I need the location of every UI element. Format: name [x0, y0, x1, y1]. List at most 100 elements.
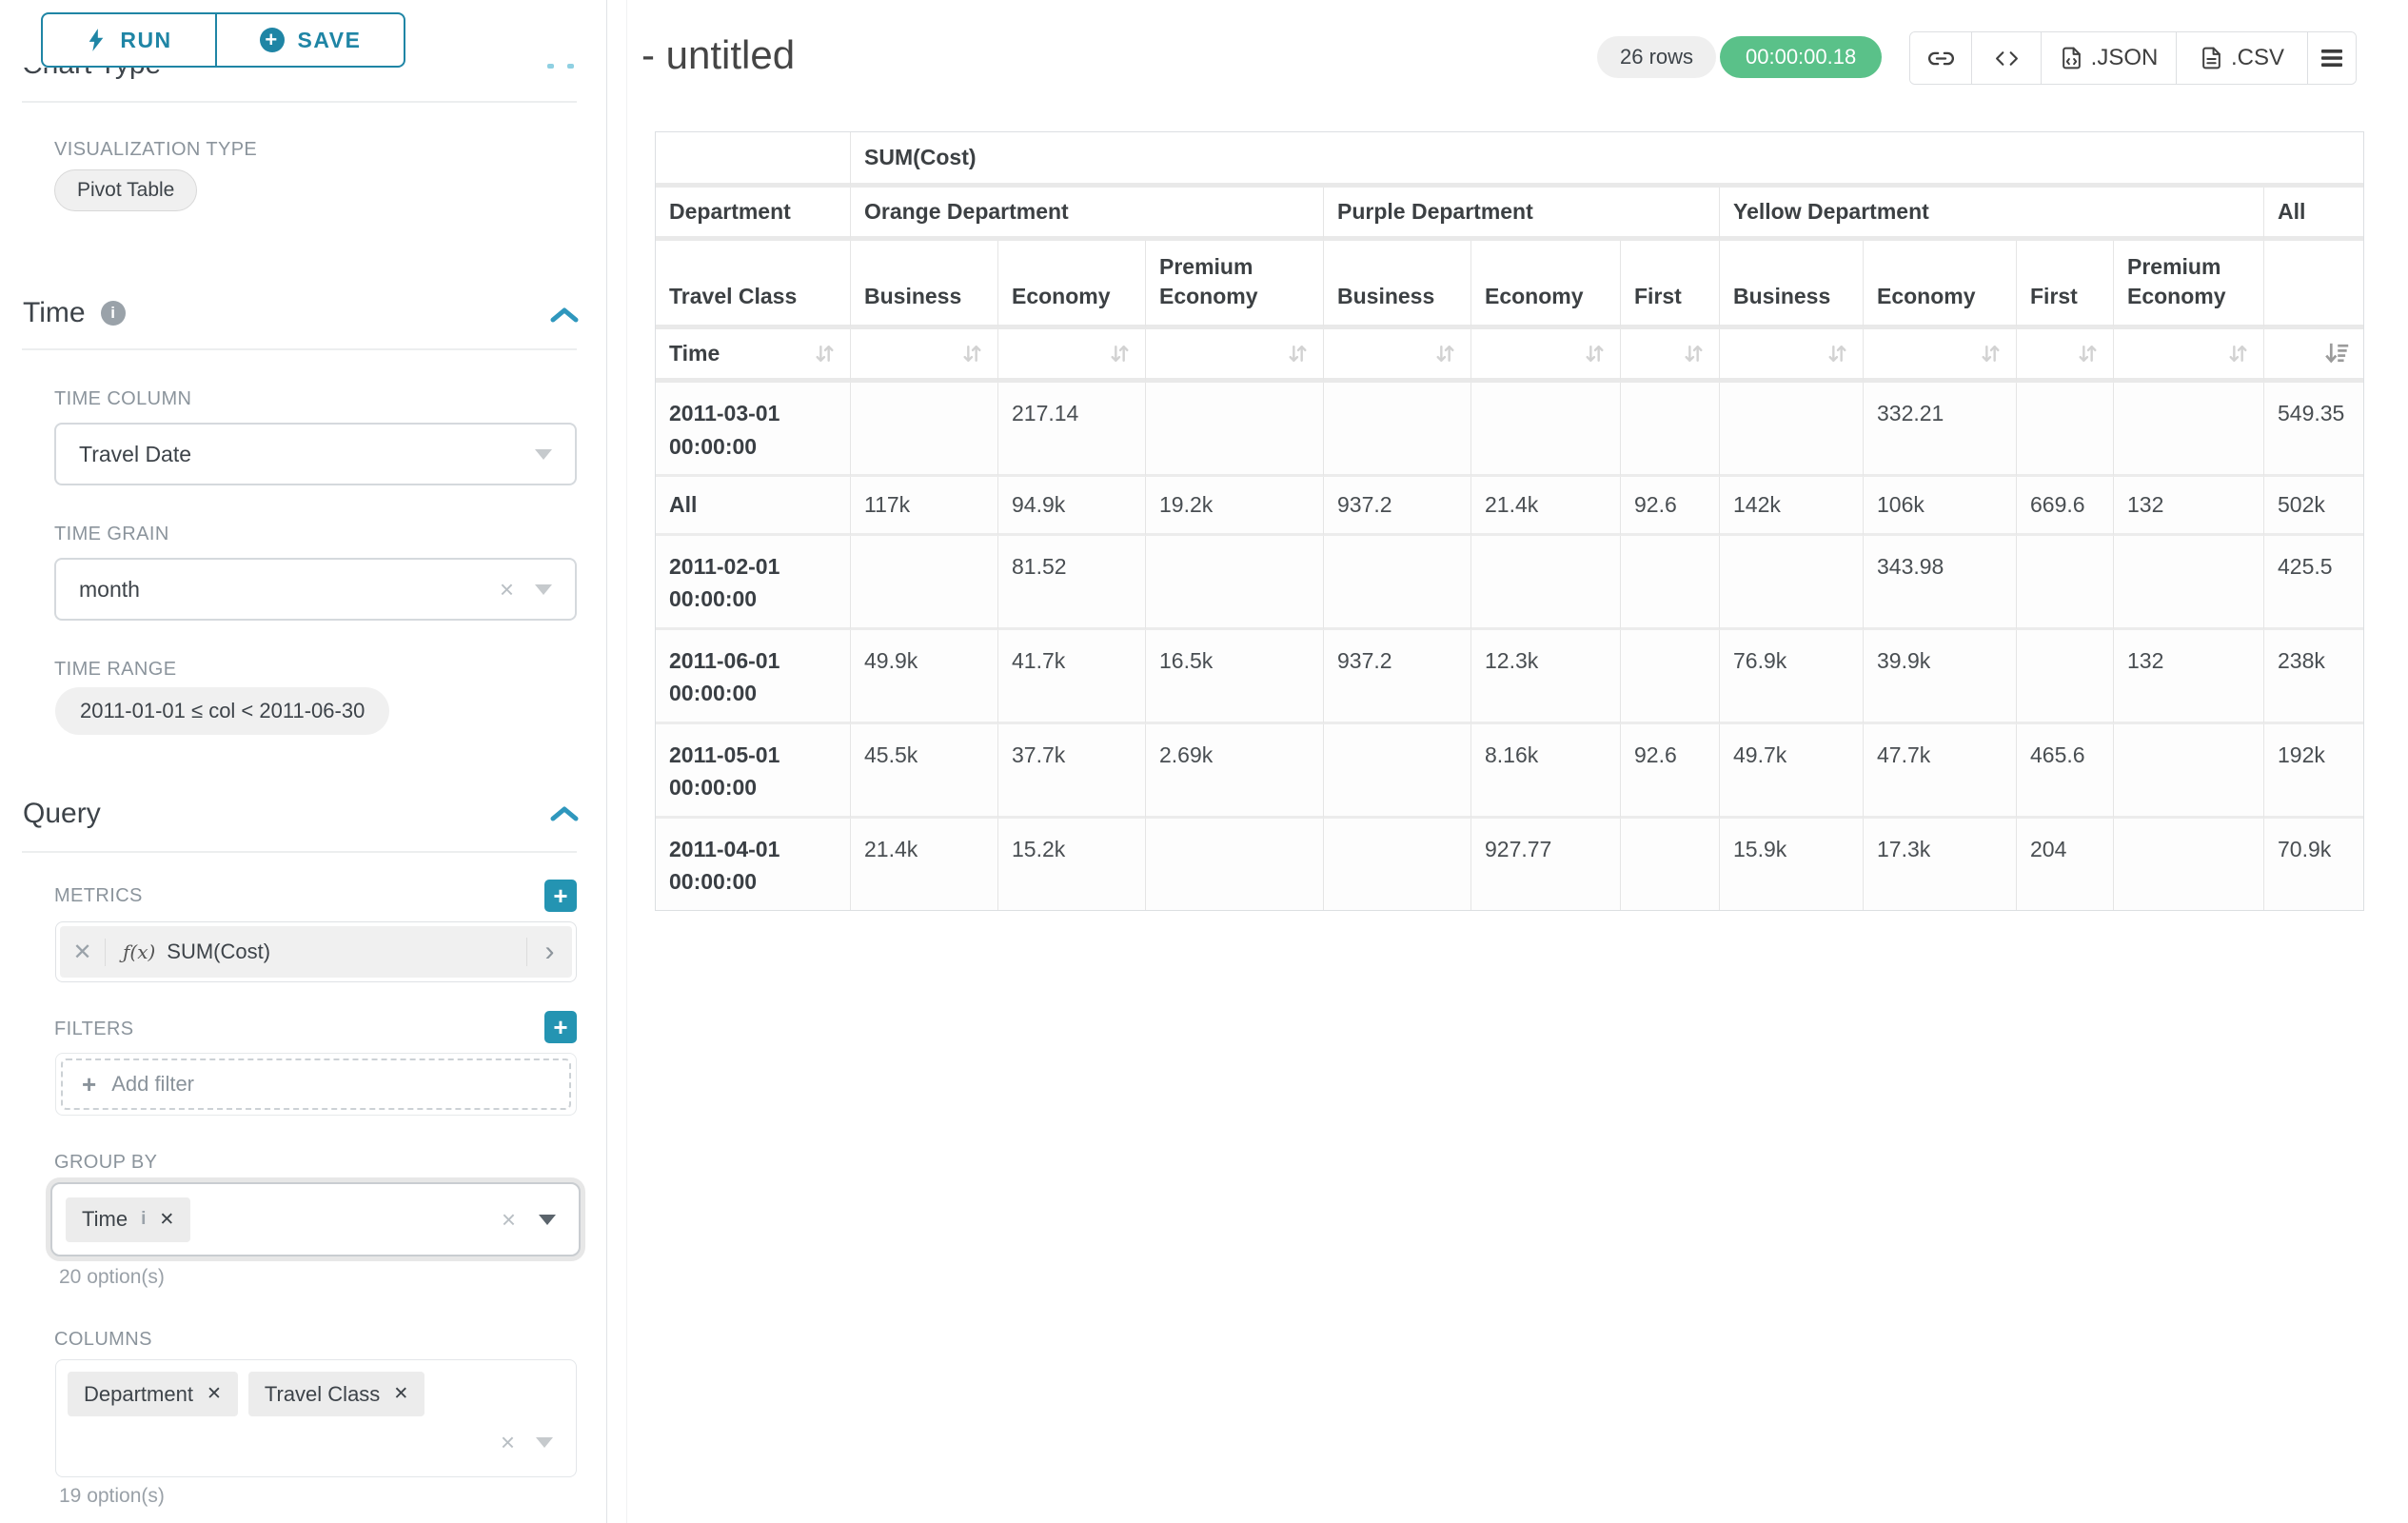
metrics-label: METRICS: [54, 885, 143, 906]
pivot-value-cell: [1146, 383, 1324, 478]
chart-title[interactable]: - untitled: [641, 32, 796, 77]
pivot-value-cell: [1324, 723, 1471, 819]
tag-label: Department: [84, 1381, 193, 1406]
sort-icon: [1111, 346, 1129, 363]
time-column-select[interactable]: Travel Date: [54, 423, 577, 485]
plus-icon: +: [82, 1069, 97, 1098]
pivot-group-header: Orange Department: [851, 188, 1324, 241]
sort-toggle[interactable]: [998, 329, 1146, 384]
pivot-value-cell: 92.6: [1621, 477, 1720, 536]
pivot-class-header: Economy: [1864, 241, 2017, 330]
pivot-row-label: 2011-04-01 00:00:00: [656, 818, 851, 910]
run-button[interactable]: RUN: [41, 12, 216, 68]
pivot-value-cell: [2114, 818, 2264, 910]
sort-toggle[interactable]: Time: [656, 329, 851, 384]
metric-item[interactable]: ✕ ƒ(x) SUM(Cost) ›: [60, 926, 572, 978]
pivot-value-cell: 16.5k: [1146, 629, 1324, 724]
sort-icon: [2229, 346, 2247, 363]
visualization-type-pill[interactable]: Pivot Table: [54, 169, 198, 211]
link-icon: [1927, 51, 1954, 65]
pivot-value-cell: [2017, 629, 2114, 724]
sort-descending-icon: [2325, 343, 2349, 364]
pivot-group-header: Purple Department: [1324, 188, 1720, 241]
pivot-value-cell: 192k: [2264, 723, 2364, 819]
group-by-label: GROUP BY: [54, 1152, 158, 1173]
pivot-class-header: [2264, 241, 2364, 330]
sort-toggle[interactable]: [851, 329, 998, 384]
pivot-value-cell: 8.16k: [1471, 723, 1621, 819]
sort-icon: [1436, 346, 1454, 363]
sort-icon: [816, 346, 834, 363]
info-icon: i: [141, 1209, 147, 1229]
remove-tag-icon[interactable]: ✕: [206, 1384, 222, 1404]
pivot-value-cell: [1621, 383, 1720, 478]
sort-toggle[interactable]: [1324, 329, 1471, 384]
pivot-value-cell: [1324, 535, 1471, 630]
remove-tag-icon[interactable]: ✕: [159, 1209, 175, 1230]
add-filter-button[interactable]: + Add filter: [61, 1058, 571, 1110]
sort-icon: [963, 346, 981, 363]
sort-toggle[interactable]: [2017, 329, 2114, 384]
pivot-class-header: Economy: [998, 241, 1146, 330]
clear-icon[interactable]: ×: [499, 575, 514, 603]
panel-divider[interactable]: [606, 0, 607, 1523]
sort-toggle[interactable]: [1471, 329, 1621, 384]
save-button[interactable]: + SAVE: [216, 12, 405, 68]
table-row: 2011-05-01 00:00:00 45.5k 37.7k 2.69k 8.16k 9…: [656, 723, 2364, 819]
columns-tag-travel-class[interactable]: Travel Class ✕: [247, 1372, 425, 1416]
sort-toggle-active[interactable]: [2264, 329, 2364, 384]
pivot-value-cell: 19.2k: [1146, 477, 1324, 536]
export-csv-button[interactable]: .CSV: [2177, 32, 2308, 84]
pivot-value-cell: 204: [2017, 818, 2114, 910]
remove-tag-icon[interactable]: ✕: [393, 1384, 409, 1404]
visualization-type-label: VISUALIZATION TYPE: [54, 139, 258, 160]
add-metric-button[interactable]: +: [544, 880, 577, 912]
chart-type-heading-clipped: Chart Type: [22, 68, 307, 85]
clear-icon[interactable]: ×: [500, 1428, 515, 1456]
pivot-value-cell: 81.52: [998, 535, 1146, 630]
time-grain-select[interactable]: month ×: [54, 558, 577, 621]
columns-tag-department[interactable]: Department ✕: [68, 1372, 238, 1416]
embed-code-button[interactable]: [1972, 32, 2042, 84]
pivot-class-header: Premium Economy: [2114, 241, 2264, 330]
pivot-group-header: Yellow Department: [1720, 188, 2264, 241]
clear-icon[interactable]: ×: [501, 1205, 516, 1234]
sort-toggle[interactable]: [2114, 329, 2264, 384]
pivot-value-cell: 132: [2114, 629, 2264, 724]
sort-toggle[interactable]: [1146, 329, 1324, 384]
panel-handle-dot: [547, 64, 554, 69]
pivot-value-cell: [2017, 535, 2114, 630]
time-section-title: Time: [23, 297, 86, 328]
pivot-row-label: 2011-03-01 00:00:00: [656, 383, 851, 478]
more-options-button[interactable]: [2308, 32, 2356, 84]
chevron-right-icon[interactable]: ›: [526, 938, 572, 966]
sort-toggle[interactable]: [1720, 329, 1864, 384]
code-icon: [1995, 50, 2018, 66]
fx-icon: ƒ(x): [123, 940, 156, 963]
pivot-value-cell: [1324, 383, 1471, 478]
pivot-value-cell: 937.2: [1324, 477, 1471, 536]
time-range-pill[interactable]: 2011-01-01 ≤ col < 2011-06-30: [55, 687, 390, 735]
sort-toggle[interactable]: [1864, 329, 2017, 384]
pivot-table: SUM(Cost) Department Orange Department Purp…: [656, 132, 2364, 910]
columns-select[interactable]: Department ✕ Travel Class ✕ ×: [55, 1359, 577, 1477]
pivot-value-cell: 117k: [851, 477, 998, 536]
file-csv-icon: [2202, 47, 2220, 69]
pivot-value-cell: 238k: [2264, 629, 2364, 724]
chevron-up-icon[interactable]: [550, 805, 579, 822]
sort-icon: [1685, 346, 1703, 363]
copy-link-button[interactable]: [1910, 32, 1972, 84]
add-filter-plus-button[interactable]: +: [544, 1011, 577, 1043]
remove-metric-icon[interactable]: ✕: [60, 938, 106, 966]
time-range-label: TIME RANGE: [54, 659, 177, 680]
divider: [22, 851, 577, 853]
add-filter-placeholder: Add filter: [111, 1072, 195, 1096]
pivot-value-cell: 425.5: [2264, 535, 2364, 630]
group-by-tag-time[interactable]: Time i ✕: [66, 1197, 191, 1242]
group-by-select[interactable]: Time i ✕ ×: [50, 1182, 581, 1256]
table-row: 2011-03-01 00:00:00 217.14 332.21 549.35: [656, 383, 2364, 478]
export-json-button[interactable]: .JSON: [2042, 32, 2177, 84]
sort-toggle[interactable]: [1621, 329, 1720, 384]
chevron-up-icon[interactable]: [550, 307, 579, 324]
pivot-value-cell: [2017, 383, 2114, 478]
